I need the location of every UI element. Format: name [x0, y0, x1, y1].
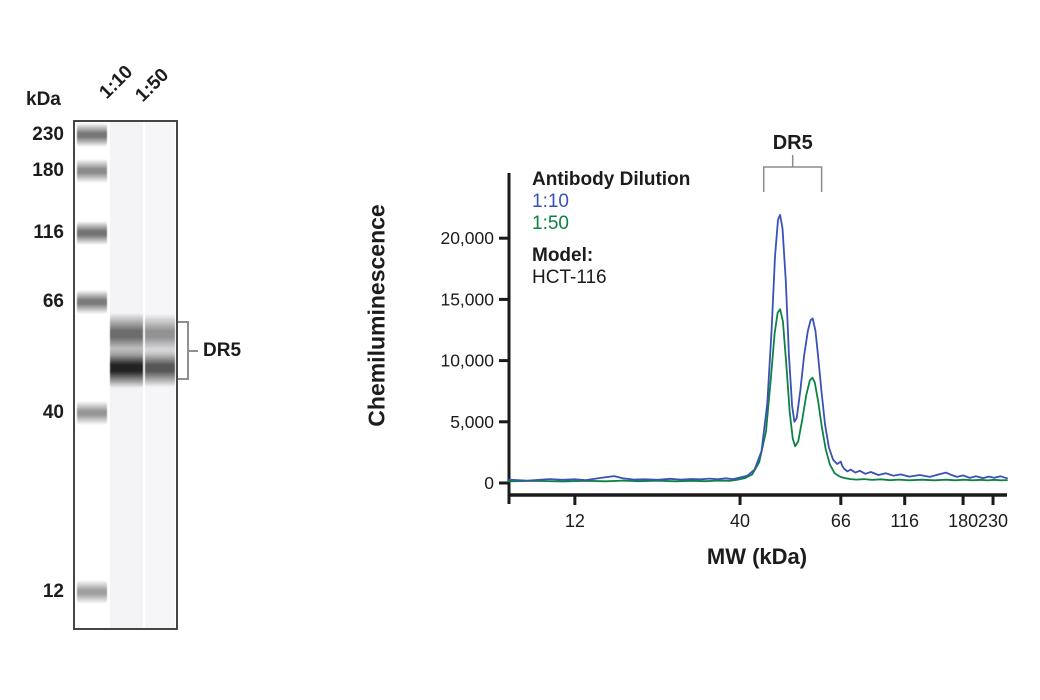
- y-tick-label-5000: 5,000: [450, 412, 494, 432]
- x-tick-label-180: 180: [948, 511, 978, 531]
- sample-band-1:50-1: [145, 349, 175, 387]
- x-tick-label-230: 230: [978, 511, 1008, 531]
- lane-label-dilution-1-50: 1:50: [131, 64, 174, 107]
- series-curve-1:10: [507, 214, 1008, 482]
- kda-units-label: kDa: [26, 89, 61, 110]
- y-tick-label-20000: 20,000: [440, 228, 494, 248]
- ladder-mw-label-66: 66: [42, 291, 64, 312]
- sample-band-1:50-0: [145, 314, 175, 354]
- x-tick-label-116: 116: [890, 511, 919, 531]
- legend-entry-1-10: 1:10: [532, 191, 569, 212]
- y-axis-title: Chemiluminescence: [363, 204, 390, 427]
- x-tick-label-66: 66: [831, 511, 851, 531]
- y-tick-label-10000: 10,000: [440, 351, 494, 371]
- electropherogram-chart: 0 5,000 10,000 15,000 20,000 12 40 66 116 180 230 M…: [408, 128, 1020, 573]
- x-tick-label-12: 12: [565, 511, 585, 531]
- legend-model-title: Model:: [532, 245, 594, 266]
- chart-svg: 0 5,000 10,000 15,000 20,000 12 40 66 116 180 230 M…: [440, 132, 1008, 569]
- ladder-mw-label-12: 12: [42, 581, 64, 602]
- gel-bracket-bottom-tick: [178, 378, 187, 380]
- ladder-mw-label-180: 180: [32, 160, 64, 181]
- gel-image: [73, 120, 178, 630]
- gel-bracket-top-tick: [178, 321, 187, 323]
- chart-legend: Antibody Dilution 1:10 1:50 Model: HCT-1…: [532, 169, 690, 289]
- ladder-band-12: [77, 580, 107, 604]
- gel-target-label-dr5: DR5: [203, 340, 242, 361]
- x-axis-title: MW (kDa): [707, 544, 807, 569]
- legend-title: Antibody Dilution: [532, 169, 691, 190]
- sample-band-1:10-1: [110, 348, 143, 388]
- ladder-band-66: [77, 290, 107, 314]
- ladder-band-180: [77, 159, 107, 183]
- ladder-mw-label-116: 116: [33, 222, 64, 243]
- y-tick-label-0: 0: [484, 473, 494, 493]
- y-tick-label-15000: 15,000: [440, 289, 494, 309]
- lane-label-dilution-1-10: 1:10: [95, 61, 138, 104]
- x-tick-label-40: 40: [730, 511, 750, 531]
- series-curve-1:50: [507, 308, 1008, 483]
- ladder-mw-label-40: 40: [42, 402, 64, 423]
- legend-entry-1-50: 1:50: [532, 213, 569, 234]
- chart-peak-bracket: [762, 155, 823, 192]
- gel-bracket-vertical: [187, 321, 189, 380]
- gel-bracket-mid-dash: [189, 350, 198, 352]
- ladder-band-40: [77, 401, 107, 425]
- chart-peak-label-dr5: DR5: [773, 132, 813, 154]
- legend-model-name: HCT-116: [532, 267, 607, 288]
- ladder-mw-label-230: 230: [32, 124, 64, 145]
- ladder-band-116: [77, 221, 107, 245]
- gel-lanes-area: [75, 122, 176, 628]
- ladder-band-230: [77, 123, 107, 147]
